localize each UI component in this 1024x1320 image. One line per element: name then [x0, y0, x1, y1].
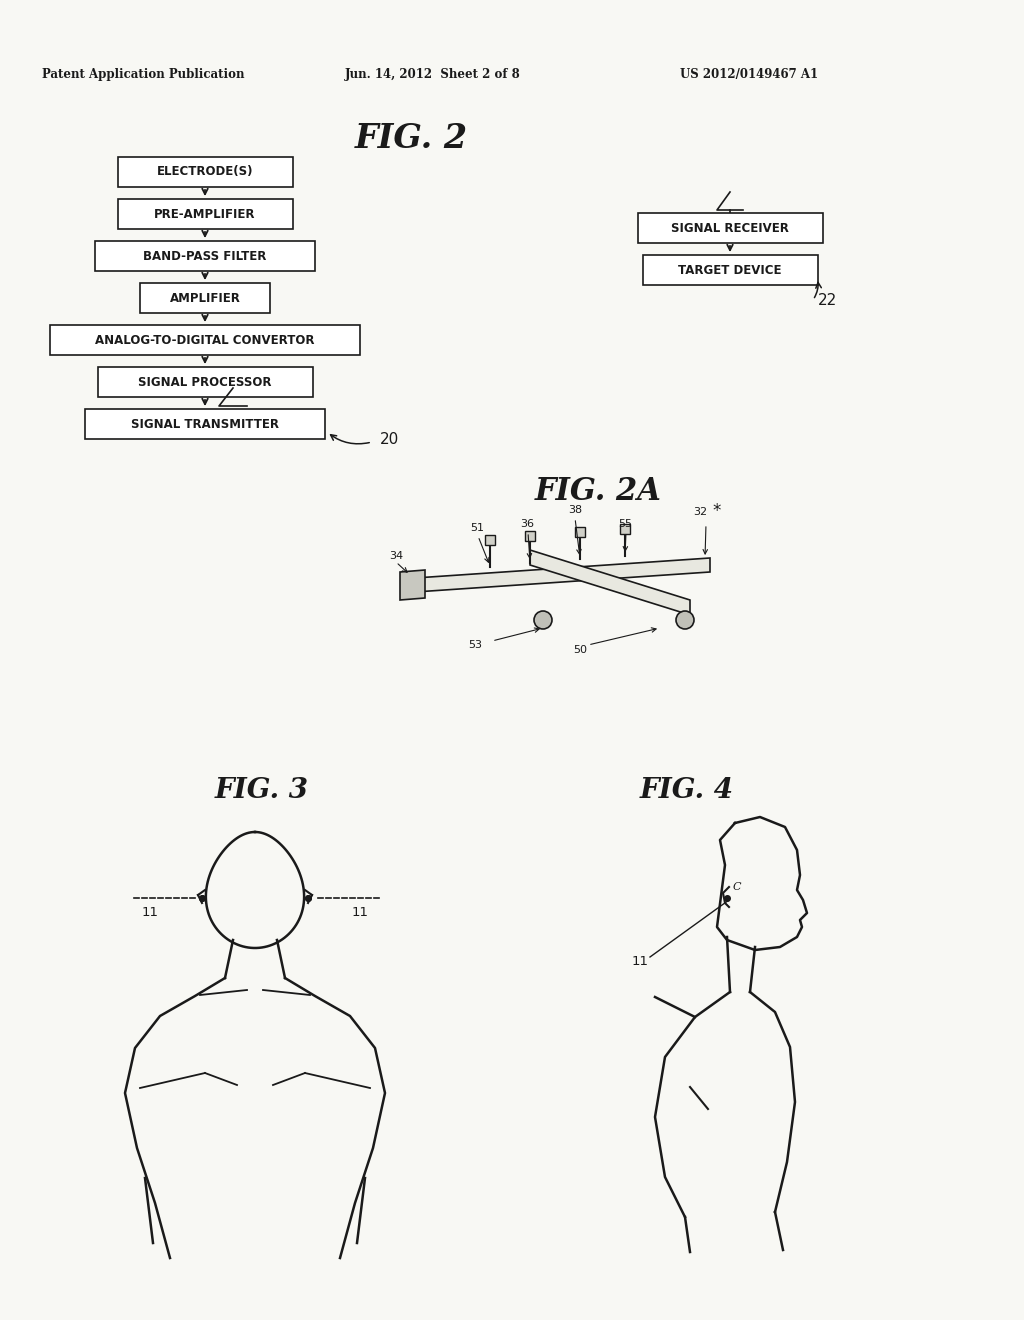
Text: US 2012/0149467 A1: US 2012/0149467 A1 — [680, 69, 818, 81]
FancyBboxPatch shape — [525, 531, 535, 541]
FancyBboxPatch shape — [97, 367, 312, 397]
Text: 36: 36 — [520, 519, 534, 529]
Text: 11: 11 — [141, 906, 159, 919]
Circle shape — [676, 611, 694, 630]
Text: 55: 55 — [618, 519, 632, 529]
Text: 11: 11 — [351, 906, 369, 919]
Text: 22: 22 — [818, 293, 838, 308]
Text: 51: 51 — [470, 523, 484, 533]
Text: *: * — [712, 502, 720, 520]
Polygon shape — [530, 550, 690, 615]
FancyBboxPatch shape — [140, 282, 270, 313]
Text: 34: 34 — [389, 550, 403, 561]
Text: 32: 32 — [693, 507, 707, 517]
FancyBboxPatch shape — [638, 213, 822, 243]
Text: Patent Application Publication: Patent Application Publication — [42, 69, 245, 81]
Circle shape — [534, 611, 552, 630]
FancyBboxPatch shape — [50, 325, 360, 355]
Text: ELECTRODE(S): ELECTRODE(S) — [157, 165, 253, 178]
Text: Jun. 14, 2012  Sheet 2 of 8: Jun. 14, 2012 Sheet 2 of 8 — [345, 69, 521, 81]
Polygon shape — [400, 570, 425, 601]
FancyBboxPatch shape — [118, 199, 293, 228]
Text: 11: 11 — [632, 954, 648, 968]
Text: SIGNAL PROCESSOR: SIGNAL PROCESSOR — [138, 375, 271, 388]
FancyBboxPatch shape — [85, 409, 325, 440]
Text: TARGET DEVICE: TARGET DEVICE — [678, 264, 781, 276]
Text: SIGNAL RECEIVER: SIGNAL RECEIVER — [671, 222, 788, 235]
Text: 20: 20 — [380, 432, 399, 447]
Text: AMPLIFIER: AMPLIFIER — [170, 292, 241, 305]
Polygon shape — [415, 558, 710, 591]
Text: ANALOG-TO-DIGITAL CONVERTOR: ANALOG-TO-DIGITAL CONVERTOR — [95, 334, 314, 346]
FancyBboxPatch shape — [485, 535, 495, 545]
Text: 38: 38 — [568, 506, 582, 515]
Text: PRE-AMPLIFIER: PRE-AMPLIFIER — [155, 207, 256, 220]
Text: FIG. 4: FIG. 4 — [640, 777, 734, 804]
Text: 50: 50 — [573, 645, 587, 655]
Text: C: C — [733, 882, 741, 892]
FancyBboxPatch shape — [642, 255, 817, 285]
FancyBboxPatch shape — [118, 157, 293, 187]
FancyBboxPatch shape — [95, 242, 315, 271]
Text: 53: 53 — [468, 640, 482, 649]
FancyBboxPatch shape — [620, 524, 630, 535]
Text: SIGNAL TRANSMITTER: SIGNAL TRANSMITTER — [131, 417, 279, 430]
Text: FIG. 2: FIG. 2 — [355, 121, 468, 154]
Text: BAND-PASS FILTER: BAND-PASS FILTER — [143, 249, 266, 263]
Text: FIG. 2A: FIG. 2A — [535, 477, 662, 507]
Text: FIG. 3: FIG. 3 — [215, 777, 309, 804]
FancyBboxPatch shape — [575, 527, 585, 537]
